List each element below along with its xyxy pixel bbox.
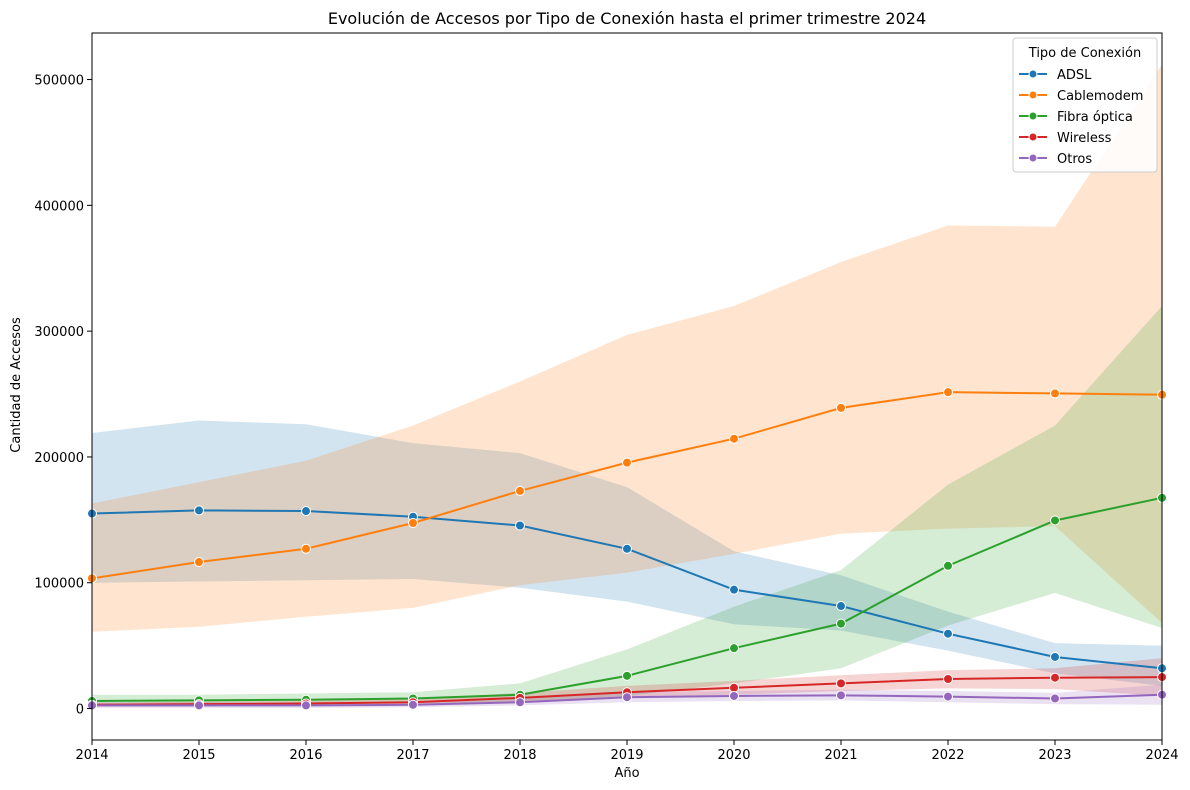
data-point-0-1	[194, 505, 204, 516]
data-point-2-8	[943, 560, 953, 571]
legend-swatch-marker-1	[1028, 90, 1038, 100]
data-point-4-5	[622, 692, 632, 703]
data-point-2-5	[622, 670, 632, 681]
data-point-4-7	[836, 690, 846, 701]
y-tick-label-4: 400000	[34, 199, 84, 214]
data-point-1-3	[408, 517, 418, 528]
chart-title: Evolución de Accesos por Tipo de Conexió…	[328, 9, 926, 28]
data-point-2-6	[729, 643, 739, 654]
data-point-2-7	[836, 618, 846, 629]
x-tick-label-7: 2021	[824, 748, 857, 763]
data-point-3-9	[1050, 672, 1060, 683]
data-point-0-4	[515, 520, 525, 531]
y-tick-label-0: 0	[76, 703, 84, 718]
y-tick-label-5: 500000	[34, 74, 84, 89]
data-point-0-9	[1050, 651, 1060, 662]
legend-label-2: Fibra óptica	[1057, 110, 1133, 125]
data-point-1-2	[301, 543, 311, 554]
x-tick-label-8: 2022	[931, 748, 964, 763]
x-tick-label-4: 2018	[503, 748, 536, 763]
legend-box	[1012, 37, 1158, 173]
data-point-3-8	[943, 673, 953, 684]
legend-label-3: Wireless	[1057, 131, 1112, 146]
y-tick-label-2: 200000	[34, 451, 84, 466]
data-point-3-6	[729, 682, 739, 693]
series-markers	[87, 387, 1167, 711]
x-tick-label-3: 2017	[396, 748, 429, 763]
confidence-bands	[92, 64, 1162, 708]
data-point-4-9	[1050, 693, 1060, 704]
x-tick-label-5: 2019	[610, 748, 643, 763]
data-point-3-7	[836, 678, 846, 689]
y-axis-title: Cantidad de Accesos	[9, 317, 24, 453]
data-point-1-6	[729, 433, 739, 444]
legend-swatch-marker-2	[1028, 111, 1038, 121]
data-point-0-8	[943, 628, 953, 639]
x-axis-title: Año	[614, 766, 639, 781]
legend-title: Tipo de Conexión	[1028, 46, 1141, 61]
legend-swatch-marker-3	[1028, 132, 1038, 142]
data-point-1-9	[1050, 388, 1060, 399]
x-tick-label-9: 2023	[1038, 748, 1071, 763]
ci-band-2	[92, 305, 1162, 705]
data-point-4-3	[408, 699, 418, 710]
x-tick-label-6: 2020	[717, 748, 750, 763]
axes: 2014 2015 2016 2017 2018 2019 2020 2021 2022 2023…	[34, 32, 1179, 763]
data-point-1-7	[836, 402, 846, 413]
legend: Tipo de Conexión ADSL Cablemodem Fibra ópti…	[1012, 37, 1158, 173]
data-point-4-1	[194, 700, 204, 711]
data-point-4-8	[943, 691, 953, 702]
data-point-1-4	[515, 485, 525, 496]
legend-label-4: Otros	[1057, 152, 1092, 167]
ci-band-1	[92, 64, 1162, 632]
data-point-0-2	[301, 506, 311, 517]
y-tick-label-3: 300000	[34, 325, 84, 340]
data-point-0-5	[622, 543, 632, 554]
data-point-0-7	[836, 601, 846, 612]
x-tick-label-10: 2024	[1145, 748, 1178, 763]
data-point-1-8	[943, 387, 953, 398]
legend-swatch-marker-4	[1028, 153, 1038, 163]
legend-label-0: ADSL	[1057, 68, 1092, 83]
data-point-1-1	[194, 556, 204, 567]
data-point-4-2	[301, 700, 311, 711]
legend-label-1: Cablemodem	[1057, 89, 1143, 104]
data-point-0-6	[729, 584, 739, 595]
x-tick-label-1: 2015	[182, 748, 215, 763]
data-point-1-5	[622, 457, 632, 468]
data-point-4-4	[515, 697, 525, 708]
data-point-4-6	[729, 690, 739, 701]
y-tick-label-1: 100000	[34, 577, 84, 592]
x-tick-label-2: 2016	[289, 748, 322, 763]
legend-swatch-marker-0	[1028, 69, 1038, 79]
x-tick-label-0: 2014	[75, 748, 108, 763]
data-point-2-9	[1050, 515, 1060, 526]
